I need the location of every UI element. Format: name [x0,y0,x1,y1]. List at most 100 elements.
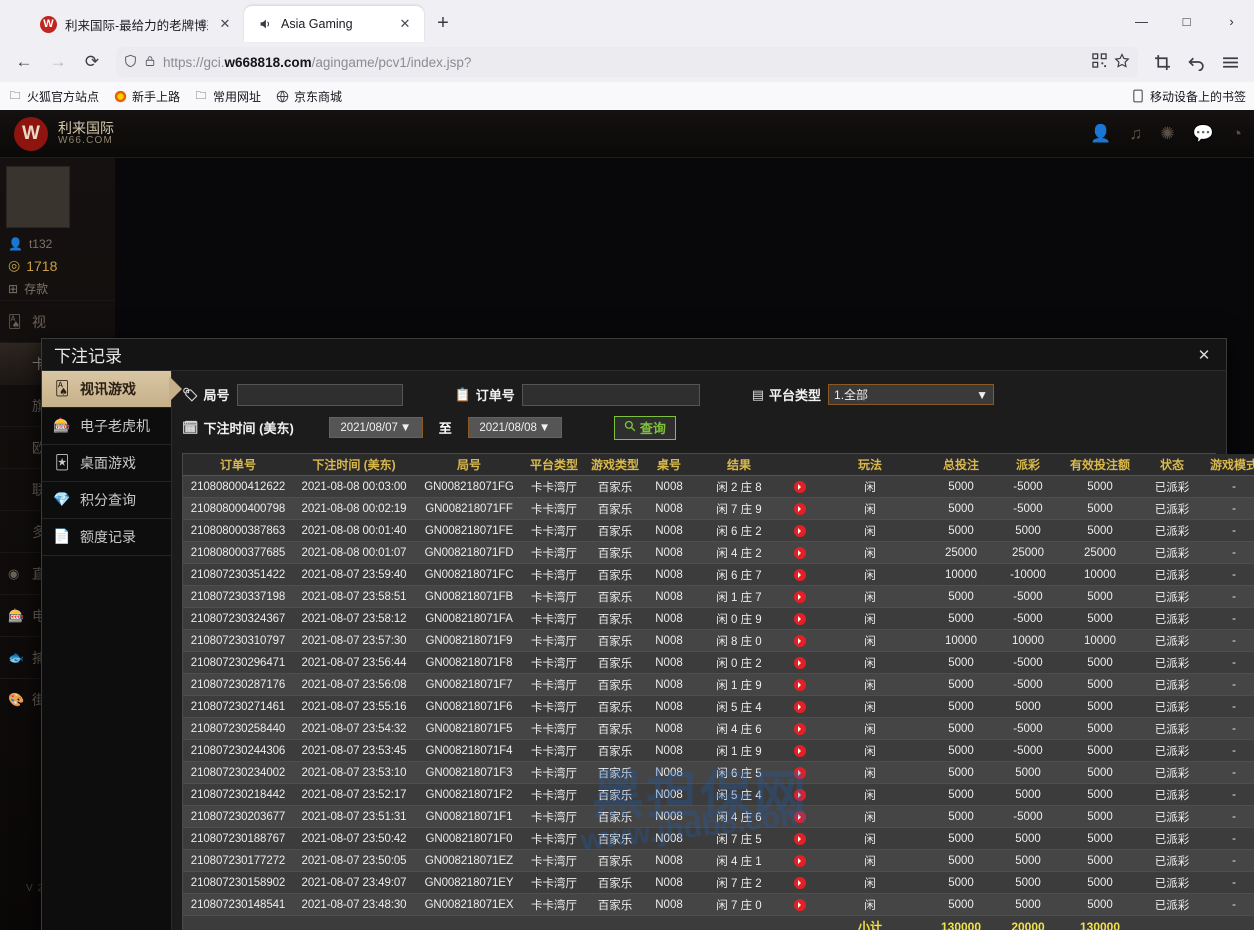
search-button[interactable]: 查询 [613,415,676,440]
bookmark-item-2[interactable]: 🗀 常用网址 [194,88,262,105]
table-row[interactable]: 210807230287176 2021-08-07 23:56:08 GN0082… [183,673,1254,697]
sidebar-item-video-games[interactable]: 🂡 视讯游戏 [42,370,182,408]
replay-cell[interactable] [785,871,815,895]
table-row[interactable]: 210807230296471 2021-08-07 23:56:44 GN0082… [183,651,1254,675]
replay-cell[interactable] [785,761,815,785]
replay-cell[interactable] [785,497,815,521]
replay-cell[interactable] [785,475,815,499]
replay-cell[interactable] [785,717,815,741]
play-icon[interactable] [794,546,806,559]
close-icon[interactable]: ✕ [1197,347,1211,364]
replay-cell[interactable] [785,607,815,631]
table-row[interactable]: 210807230158902 2021-08-07 23:49:07 GN0082… [183,871,1254,895]
tab-close-icon[interactable]: ✕ [399,16,411,31]
play-icon[interactable] [794,502,806,515]
table-row[interactable]: 210807230218442 2021-08-07 23:52:17 GN0082… [183,783,1254,807]
platform-select[interactable]: 1.全部 ▼ [828,384,995,406]
table-row[interactable]: 210808000377685 2021-08-08 00:01:07 GN0082… [183,541,1254,565]
replay-cell[interactable] [785,739,815,763]
chat-icon[interactable]: 💬 [1192,123,1214,143]
user-chat-icon[interactable]: 👤 [1090,123,1112,143]
clock-icon[interactable]: ◔ [1231,123,1242,143]
play-icon[interactable] [794,524,806,537]
crop-icon[interactable] [1146,47,1178,77]
bookmark-item-3[interactable]: 京东商城 [275,88,342,105]
reload-button[interactable]: ⟳ [84,52,100,71]
date-to-picker[interactable]: 2021/08/08 ▼ [467,417,562,439]
bookmark-item-0[interactable]: 🗀 火狐官方站点 [8,88,100,105]
sidebar-item-slots[interactable]: 🎰 电子老虎机 [42,408,171,445]
replay-cell[interactable] [785,827,815,851]
replay-cell[interactable] [785,519,815,543]
table-row[interactable]: 210807230271461 2021-08-07 23:55:16 GN0082… [183,695,1254,719]
more-button[interactable]: › [1229,13,1234,29]
play-icon[interactable] [794,788,806,801]
browser-tab-0[interactable]: W 利来国际-最给力的老牌博彩网站 ✕ [28,6,244,42]
hamburger-icon[interactable] [1214,47,1246,77]
table-row[interactable]: 210807230258440 2021-08-07 23:54:32 GN0082… [183,717,1254,741]
table-row[interactable]: 210808000400798 2021-08-08 00:02:19 GN0082… [183,497,1254,521]
qr-icon[interactable] [1092,53,1107,71]
replay-cell[interactable] [785,893,815,917]
order-input[interactable] [521,383,700,406]
play-icon[interactable] [794,634,806,647]
play-icon[interactable] [794,854,806,867]
replay-cell[interactable] [785,563,815,587]
replay-cell[interactable] [785,585,815,609]
replay-cell[interactable] [785,849,815,873]
play-icon[interactable] [794,590,806,603]
replay-cell[interactable] [785,695,815,719]
play-icon[interactable] [794,766,806,779]
play-icon[interactable] [794,898,806,911]
date-from-picker[interactable]: 2021/08/07 ▼ [328,417,423,439]
table-row[interactable]: 210808000412622 2021-08-08 00:03:00 GN0082… [183,475,1254,499]
table-row[interactable]: 210807230310797 2021-08-07 23:57:30 GN0082… [183,629,1254,653]
table-row[interactable]: 210807230351422 2021-08-07 23:59:40 GN0082… [183,563,1254,587]
table-row[interactable]: 210807230177272 2021-08-07 23:50:05 GN0082… [183,849,1254,873]
new-tab-button[interactable]: + [437,12,449,34]
replay-cell[interactable] [785,805,815,829]
play-icon[interactable] [794,810,806,823]
table-row[interactable]: 210807230324367 2021-08-07 23:58:12 GN0082… [183,607,1254,631]
replay-cell[interactable] [785,673,815,697]
music-icon[interactable]: ♫ [1129,123,1143,143]
forward-button[interactable]: → [49,52,67,71]
deposit-button[interactable]: ⊞ 存款 [8,281,49,297]
gear-icon[interactable]: ✺ [1160,123,1175,143]
replay-cell[interactable] [785,541,815,565]
mobile-bookmarks[interactable]: 移动设备上的书签 [1131,88,1246,105]
rail-item-video[interactable]: 🂡 视 [0,300,115,342]
replay-cell[interactable] [785,651,815,675]
play-icon[interactable] [794,744,806,757]
play-icon[interactable] [794,612,806,625]
table-row[interactable]: 210807230148541 2021-08-07 23:48:30 GN0082… [183,893,1254,917]
table-row[interactable]: 210807230244306 2021-08-07 23:53:45 GN0082… [183,739,1254,763]
play-icon[interactable] [794,568,806,581]
play-icon[interactable] [794,876,806,889]
bookmark-item-1[interactable]: 新手上路 [113,88,180,105]
round-input[interactable] [236,383,403,406]
sidebar-item-credit-records[interactable]: 📄 额度记录 [42,519,171,556]
back-button[interactable]: ← [15,52,33,71]
sidebar-item-points[interactable]: 💎 积分查询 [42,482,171,519]
play-icon[interactable] [794,678,806,691]
star-icon[interactable] [1114,52,1130,72]
play-icon[interactable] [794,700,806,713]
tab-close-icon[interactable]: ✕ [219,16,231,31]
table-row[interactable]: 210807230337198 2021-08-07 23:58:51 GN0082… [183,585,1254,609]
url-bar[interactable]: https://gci.w668818.com/agingame/pcv1/in… [116,47,1138,77]
play-icon[interactable] [794,480,806,493]
play-icon[interactable] [794,722,806,735]
table-row[interactable]: 210807230203677 2021-08-07 23:51:31 GN0082… [183,805,1254,829]
minimize-button[interactable]: — [1135,13,1148,29]
replay-cell[interactable] [785,629,815,653]
undo-icon[interactable] [1180,47,1212,77]
table-row[interactable]: 210807230234002 2021-08-07 23:53:10 GN0082… [183,761,1254,785]
browser-tab-1[interactable]: Asia Gaming ✕ [244,6,424,42]
play-icon[interactable] [794,656,806,669]
play-icon[interactable] [794,832,806,845]
table-row[interactable]: 210807230188767 2021-08-07 23:50:42 GN0082… [183,827,1254,851]
maximize-button[interactable]: □ [1182,13,1191,29]
table-row[interactable]: 210808000387863 2021-08-08 00:01:40 GN0082… [183,519,1254,543]
replay-cell[interactable] [785,783,815,807]
